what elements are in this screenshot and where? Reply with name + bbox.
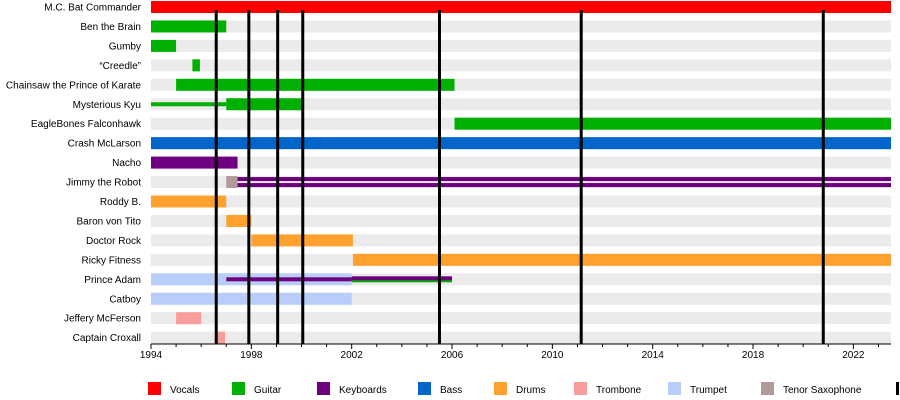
legend-swatch-bass <box>418 382 431 395</box>
x-tick-label: 2002 <box>341 350 364 361</box>
membership-bars <box>151 1 892 344</box>
legend-swatch-keyboards <box>317 382 330 395</box>
bar-drums <box>226 214 252 227</box>
bar-drums <box>151 195 227 208</box>
legend-swatch-tenor-saxophone <box>761 382 774 395</box>
row-band <box>151 156 891 169</box>
legend-swatch-trumpet <box>668 382 681 395</box>
bar-keyboards <box>237 177 892 182</box>
x-tick-label: 2018 <box>742 350 765 361</box>
bar-trombone <box>214 331 225 344</box>
album-line <box>437 10 441 344</box>
x-axis: 1994 1998 2002 2006 2010 2014 2018 2022 <box>140 343 891 361</box>
bar-keyboards <box>351 276 453 281</box>
member-name-eaglebones-falconhawk: EagleBones Falconhawk <box>31 119 142 130</box>
legend-label-trumpet: Trumpet <box>690 385 727 396</box>
bar-trombone <box>176 312 202 325</box>
x-tick-label: 2022 <box>842 350 865 361</box>
bar-tenor-saxophone <box>226 176 238 189</box>
legend-label-vocals: Vocals <box>170 385 199 396</box>
legend-swatch-drums <box>494 382 507 395</box>
member-name-baron-von-tito: Baron von Tito <box>77 216 142 227</box>
bar-keyboards <box>226 277 352 282</box>
legend-label-trombone: Trombone <box>596 385 642 396</box>
bar-keyboards <box>237 183 892 188</box>
row-band <box>151 59 891 72</box>
album-line <box>247 10 251 344</box>
bar-trumpet <box>151 292 352 305</box>
x-tick-label: 2006 <box>441 350 464 361</box>
member-name-doctor-rock: Doctor Rock <box>86 236 142 247</box>
member-name-creedle: “Creedle” <box>99 61 141 72</box>
row-bands <box>151 1 891 344</box>
bar-guitar <box>226 98 302 111</box>
x-tick-label: 2014 <box>642 350 665 361</box>
album-line <box>579 10 583 344</box>
x-tick-label: 1998 <box>240 350 263 361</box>
album-line <box>276 10 280 344</box>
bar-drums <box>352 253 891 266</box>
member-name-prince-adam: Prince Adam <box>84 275 141 286</box>
album-line <box>301 10 305 344</box>
x-tick-label: 1994 <box>140 350 163 361</box>
row-band <box>151 20 891 33</box>
bar-bass <box>151 137 891 150</box>
legend-album-line-swatch <box>896 382 899 395</box>
bar-guitar <box>192 59 200 72</box>
member-name-mysterious-kyu: Mysterious Kyu <box>73 100 141 111</box>
member-name-ricky-fitness: Ricky Fitness <box>82 255 141 266</box>
legend: Vocals Guitar Keyboards Bass Drums Trombone Tr… <box>148 382 899 396</box>
member-name-jimmy-the-robot: Jimmy the Robot <box>66 178 141 189</box>
bar-guitar <box>151 20 227 33</box>
member-name-ben-the-brain: Ben the Brain <box>80 22 141 33</box>
legend-label-bass: Bass <box>440 385 462 396</box>
legend-label-tenor-saxophone: Tenor Saxophone <box>783 385 862 396</box>
bar-keyboards <box>151 156 238 169</box>
member-name-catboy: Catboy <box>109 294 141 305</box>
legend-label-drums: Drums <box>516 385 545 396</box>
bar-guitar <box>151 102 227 107</box>
member-name-chainsaw-the-prince-of-karate: Chainsaw the Prince of Karate <box>6 80 142 91</box>
legend-swatch-guitar <box>232 382 245 395</box>
member-name-jeffery-mcferson: Jeffery McFerson <box>64 314 141 325</box>
member-name-gumby: Gumby <box>109 41 141 52</box>
legend-label-keyboards: Keyboards <box>339 385 387 396</box>
bar-guitar <box>176 78 455 91</box>
legend-label-guitar: Guitar <box>254 385 282 396</box>
member-name-m-c-bat-commander: M.C. Bat Commander <box>44 3 141 14</box>
x-tick-label: 2010 <box>541 350 564 361</box>
member-name-nacho: Nacho <box>112 158 141 169</box>
bar-vocals <box>151 1 891 13</box>
row-band <box>151 98 891 111</box>
member-name-roddy-b: Roddy B. <box>100 197 141 208</box>
album-release-lines <box>214 10 825 344</box>
row-band <box>151 312 891 325</box>
legend-swatch-vocals <box>148 382 161 395</box>
album-line <box>214 10 218 344</box>
row-band <box>151 214 891 227</box>
row-band <box>151 331 891 344</box>
bar-guitar <box>454 117 891 130</box>
legend-swatch-trombone <box>574 382 587 395</box>
bar-guitar <box>351 279 453 283</box>
member-name-captain-croxall: Captain Croxall <box>73 333 141 344</box>
member-name-crash-mclarson: Crash McLarson <box>68 139 141 150</box>
album-line <box>821 10 825 344</box>
row-band <box>151 39 891 52</box>
row-band <box>151 195 891 208</box>
bar-guitar <box>151 39 177 52</box>
member-names: M.C. Bat Commander Ben the Brain Gumby “Cre… <box>6 3 142 345</box>
